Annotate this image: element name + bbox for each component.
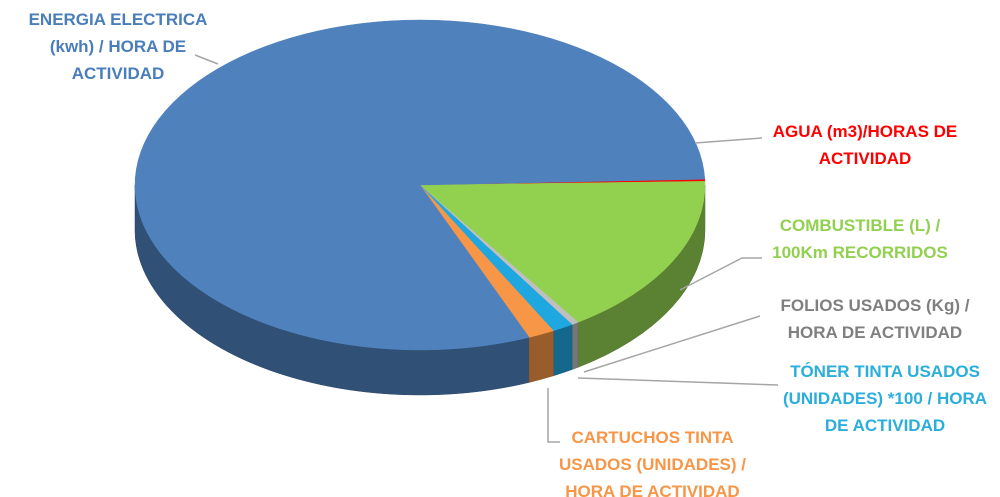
slice-side: [528, 330, 554, 383]
leader-line: [194, 54, 219, 65]
leader-line: [583, 315, 761, 373]
slice-label: AGUA (m3)/HORAS DE ACTIVIDAD: [772, 122, 958, 168]
leader-line: [694, 137, 763, 144]
slice: [134, 19, 706, 351]
slice-side: [553, 324, 573, 377]
slice-label: FOLIOS USADOS (Kg) / HORA DE ACTIVIDAD: [780, 296, 970, 342]
slice-label: COMBUSTIBLE (L) / 100Km RECORRIDOS: [772, 216, 948, 262]
leader-line: [577, 377, 779, 386]
slice-side: [571, 321, 579, 370]
slice: [419, 181, 706, 323]
slice-label: CARTUCHOS TINTA USADOS (UNIDADES) / HORA…: [558, 428, 746, 497]
slice-label: ENERGIA ELECTRICA (kwh) / HORA DE ACTIVI…: [28, 10, 208, 83]
leader-line: [679, 257, 762, 291]
leader-line: [547, 388, 560, 443]
slice-label: TÓNER TINTA USADOS (UNIDADES) *100 / HOR…: [782, 362, 988, 435]
